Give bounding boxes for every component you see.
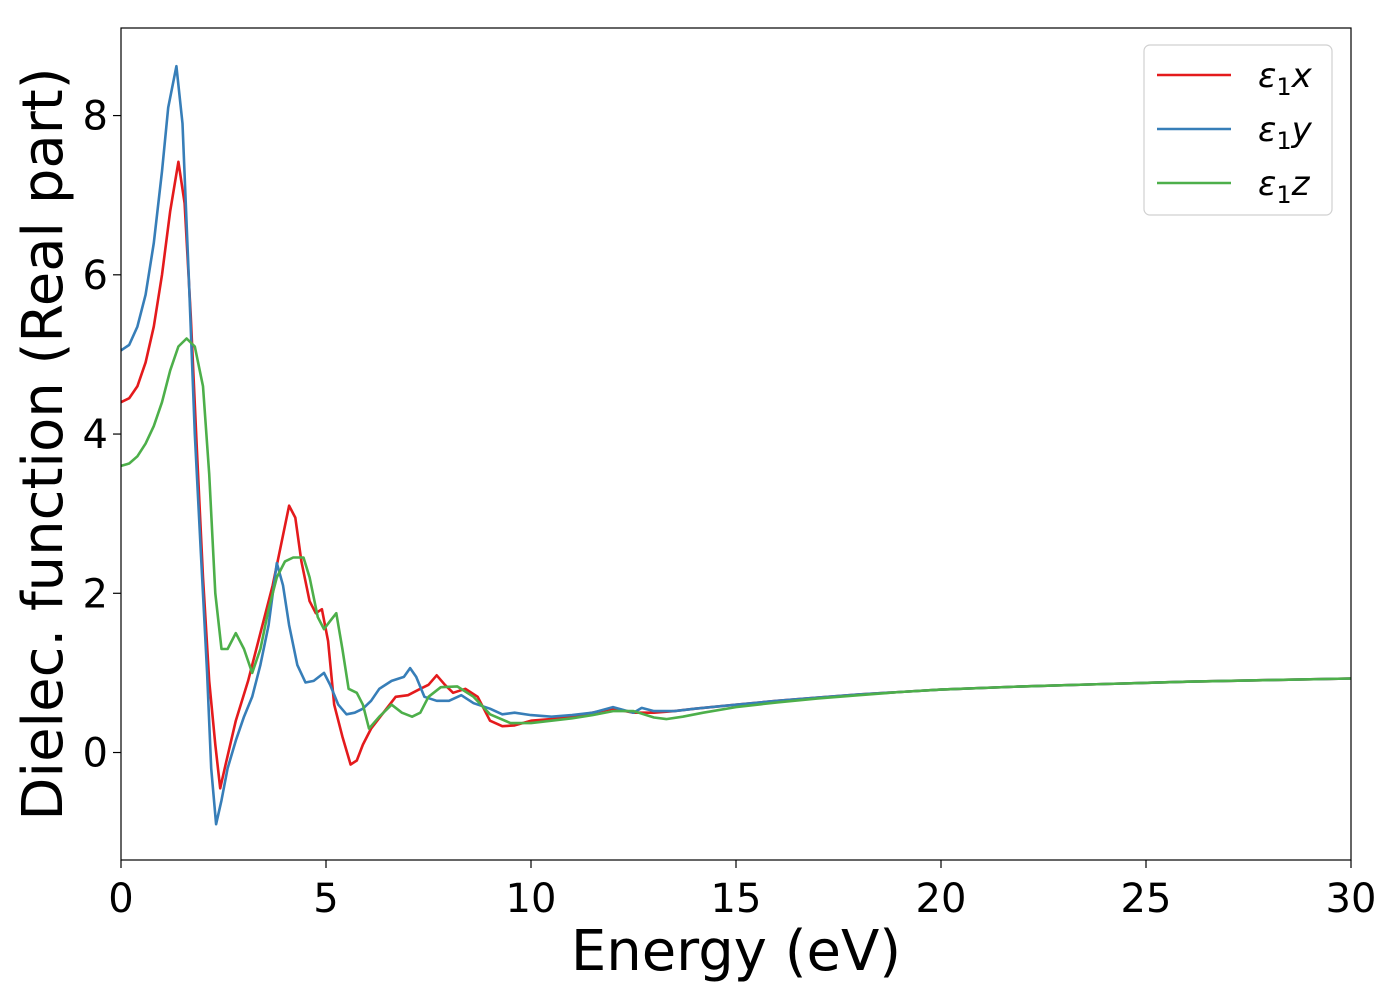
x-tick-label: 15 <box>711 876 762 922</box>
y-tick-label: 6 <box>83 253 108 299</box>
y-axis-title: Dielec. function (Real part) <box>11 67 76 820</box>
x-tick-label: 25 <box>1121 876 1172 922</box>
legend-label-z: ε1z <box>1258 164 1311 209</box>
series-group <box>120 64 1352 826</box>
legend: ε1x ε1y ε1z <box>1143 44 1333 216</box>
x-tick-label: 10 <box>506 876 557 922</box>
x-tick-label: 30 <box>1326 876 1377 922</box>
series-line-z <box>120 337 1352 730</box>
x-tick-label: 5 <box>313 876 338 922</box>
y-axis: 0 2 4 6 8 <box>83 94 121 777</box>
series-line-y <box>120 64 1352 826</box>
legend-label-x: ε1x <box>1258 56 1313 101</box>
legend-label-y: ε1y <box>1258 110 1313 155</box>
x-tick-label: 20 <box>916 876 967 922</box>
y-tick-label: 0 <box>83 731 108 777</box>
legend-box <box>1143 44 1333 216</box>
y-tick-label: 4 <box>83 412 108 458</box>
x-tick-label: 0 <box>108 876 133 922</box>
y-tick-label: 8 <box>83 94 108 140</box>
y-tick-label: 2 <box>83 571 108 617</box>
x-axis: 0 5 10 15 20 25 30 <box>108 860 1376 922</box>
x-axis-title: Energy (eV) <box>571 919 901 984</box>
